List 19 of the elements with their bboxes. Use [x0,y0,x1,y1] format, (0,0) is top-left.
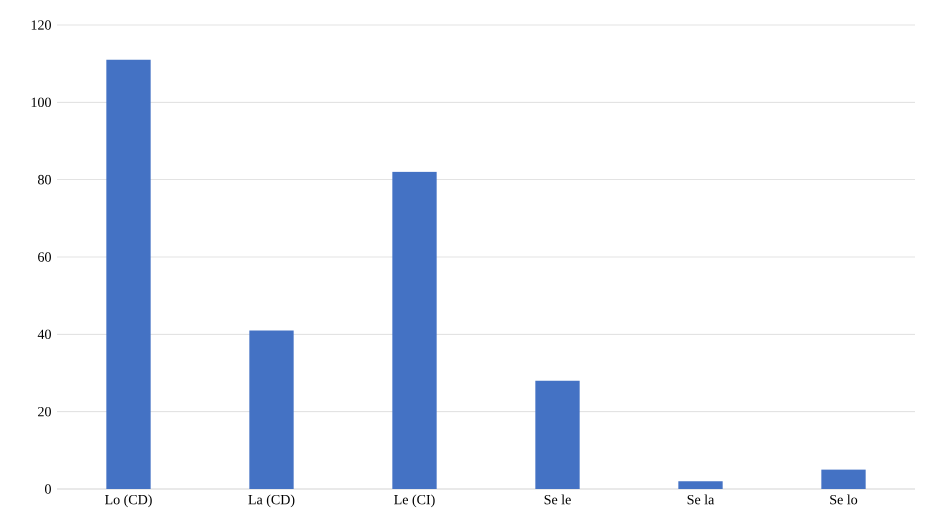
bar [249,330,294,489]
y-tick-label: 40 [38,330,51,340]
y-tick-label: 20 [38,406,51,416]
y-tick-label: 120 [32,20,51,30]
x-tick-label: Se le [544,494,571,504]
x-tick-label: Le (CI) [394,494,435,508]
y-tick-label: 60 [38,252,51,262]
x-tick-label: Lo (CD) [104,494,152,508]
x-tick-label: Se lo [830,494,858,504]
bar [106,60,151,489]
bar [392,172,437,489]
y-tick-label: 80 [38,174,51,184]
y-tick-label: 0 [45,484,51,494]
bar [535,380,580,489]
bar [821,470,866,489]
x-tick-label: Se la [688,494,714,504]
y-tick-label: 100 [32,98,51,108]
x-tick-label: La (CD) [248,494,294,508]
bar [678,481,723,489]
